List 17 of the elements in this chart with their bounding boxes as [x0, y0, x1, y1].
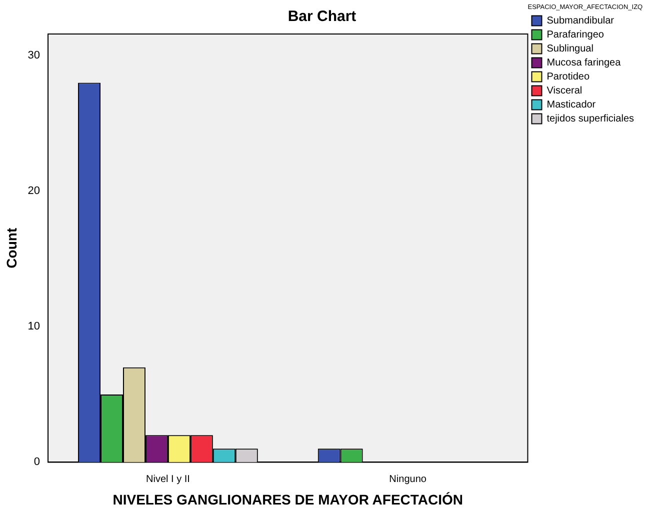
y-tick-label: 30: [28, 50, 40, 62]
legend-label: Mucosa faringea: [546, 58, 622, 69]
x-tick-label: Ninguno: [389, 474, 427, 485]
chart-title: Bar Chart: [288, 8, 356, 26]
legend-label: Submandibular: [546, 16, 615, 27]
legend-label: Masticador: [546, 100, 596, 111]
y-tick-label: 20: [28, 185, 40, 198]
legend-label: Parafaringeo: [546, 30, 604, 41]
legend-label: Parotideo: [546, 72, 590, 83]
y-tick-label: 0: [34, 456, 40, 468]
legend-label: Visceral: [546, 86, 582, 97]
legend-label: Sublingual: [546, 44, 594, 55]
x-axis-title: NIVELES GANGLIONARES DE MAYOR AFECTACIÓN: [112, 491, 464, 508]
legend-label: tejidos superficiales: [546, 114, 634, 125]
y-axis-title: Count: [3, 228, 20, 268]
y-tick-label: 10: [28, 320, 40, 333]
x-tick-label: Nivel I y II: [146, 474, 190, 485]
